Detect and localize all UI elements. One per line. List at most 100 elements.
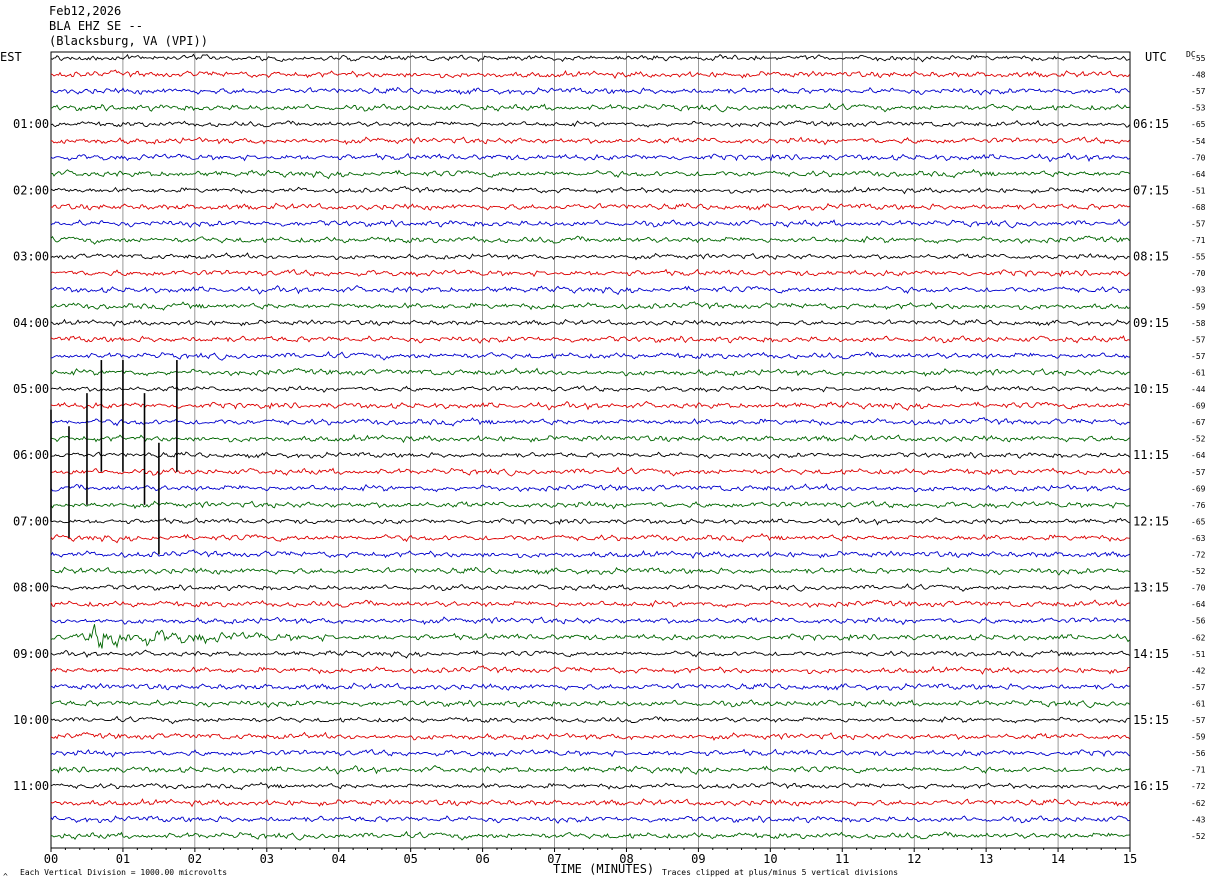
dc-value: -57 bbox=[1191, 335, 1206, 344]
x-tick-label: 14 bbox=[1051, 852, 1065, 866]
dc-value: -67 bbox=[1191, 418, 1206, 427]
dc-value: -57 bbox=[1191, 220, 1206, 229]
trace-row-32 bbox=[50, 566, 1130, 576]
trace-row-6 bbox=[50, 136, 1130, 146]
trace-row-39 bbox=[50, 682, 1130, 691]
x-tick-label: 05 bbox=[403, 852, 417, 866]
hour-label-right: 11:15 bbox=[1133, 448, 1169, 462]
x-tick-label: 03 bbox=[260, 852, 274, 866]
hour-label-left: 05:00 bbox=[13, 382, 49, 396]
footer-corner-mark: ^ bbox=[3, 872, 8, 881]
header-location: (Blacksburg, VA (VPI)) bbox=[49, 34, 208, 48]
trace-row-23 bbox=[50, 416, 1130, 427]
trace-row-43 bbox=[50, 748, 1130, 758]
dc-label: DC bbox=[1186, 50, 1196, 59]
hour-label-right: 10:15 bbox=[1133, 382, 1169, 396]
hour-label-right: 14:15 bbox=[1133, 647, 1169, 661]
trace-row-17 bbox=[50, 318, 1130, 327]
dc-value: -57 bbox=[1191, 468, 1206, 477]
dc-value: -69 bbox=[1191, 484, 1206, 493]
trace-row-2 bbox=[50, 69, 1130, 80]
hour-label-left: 10:00 bbox=[13, 713, 49, 727]
dc-value: -51 bbox=[1191, 186, 1206, 195]
trace-row-9 bbox=[50, 185, 1130, 195]
trace-row-12 bbox=[50, 235, 1130, 245]
dc-value: -48 bbox=[1191, 71, 1206, 80]
trace-row-8 bbox=[50, 168, 1130, 180]
trace-row-4 bbox=[50, 102, 1130, 113]
dc-value: -62 bbox=[1191, 799, 1206, 808]
trace-row-33 bbox=[50, 583, 1130, 592]
hour-label-right: 12:15 bbox=[1133, 514, 1169, 528]
x-tick-label: 11 bbox=[835, 852, 849, 866]
dc-value: -69 bbox=[1191, 402, 1206, 411]
trace-row-31 bbox=[50, 549, 1130, 560]
dc-value: -58 bbox=[1191, 319, 1206, 328]
trace-row-30 bbox=[50, 533, 1130, 544]
hour-label-left: 11:00 bbox=[13, 779, 49, 793]
hour-label-left: 06:00 bbox=[13, 448, 49, 462]
dc-value: -59 bbox=[1191, 302, 1206, 311]
hour-label-right: 13:15 bbox=[1133, 581, 1169, 595]
dc-value: -52 bbox=[1191, 567, 1206, 576]
dc-value: -72 bbox=[1191, 551, 1206, 560]
trace-row-44 bbox=[50, 765, 1130, 776]
footer-axis-title: TIME (MINUTES) bbox=[553, 862, 654, 876]
left-zone-label: EST bbox=[0, 50, 22, 64]
dc-value: -43 bbox=[1191, 815, 1206, 824]
hour-label-right: 08:15 bbox=[1133, 250, 1169, 264]
x-tick-label: 15 bbox=[1123, 852, 1137, 866]
seismic-traces bbox=[50, 53, 1130, 841]
hour-label-right: 16:15 bbox=[1133, 779, 1169, 793]
dc-value: -61 bbox=[1191, 699, 1206, 708]
hour-label-left: 02:00 bbox=[13, 183, 49, 197]
hour-label-right: 09:15 bbox=[1133, 316, 1169, 330]
trace-row-10 bbox=[50, 202, 1130, 211]
right-zone-label: UTC bbox=[1145, 50, 1167, 64]
x-tick-label: 02 bbox=[188, 852, 202, 866]
dc-value: -57 bbox=[1191, 87, 1206, 96]
dc-value: -70 bbox=[1191, 153, 1206, 162]
hour-label-left: 03:00 bbox=[13, 250, 49, 264]
trace-row-40 bbox=[50, 699, 1130, 709]
dc-value: -64 bbox=[1191, 600, 1206, 609]
trace-row-46 bbox=[50, 798, 1130, 808]
hour-label-left: 07:00 bbox=[13, 514, 49, 528]
trace-row-48 bbox=[50, 830, 1130, 841]
header-date: Feb12,2026 bbox=[49, 4, 122, 18]
trace-row-34 bbox=[50, 599, 1130, 609]
dc-value: -57 bbox=[1191, 352, 1206, 361]
dc-value: -42 bbox=[1191, 666, 1206, 675]
trace-row-21 bbox=[50, 385, 1130, 393]
trace-row-1 bbox=[50, 53, 1130, 63]
x-tick-label: 09 bbox=[691, 852, 705, 866]
trace-row-3 bbox=[50, 87, 1130, 96]
trace-row-36 bbox=[50, 624, 1130, 649]
trace-row-37 bbox=[50, 649, 1130, 659]
dc-value: -56 bbox=[1191, 749, 1206, 758]
dc-value: -57 bbox=[1191, 716, 1206, 725]
trace-row-35 bbox=[50, 616, 1130, 626]
plot-frame bbox=[50, 51, 1131, 849]
trace-row-42 bbox=[50, 731, 1130, 741]
hour-label-right: 06:15 bbox=[1133, 117, 1169, 131]
trace-row-19 bbox=[50, 351, 1130, 361]
hour-label-left: 04:00 bbox=[13, 316, 49, 330]
dc-value: -63 bbox=[1191, 534, 1206, 543]
dc-value: -72 bbox=[1191, 782, 1206, 791]
trace-row-27 bbox=[50, 483, 1130, 493]
dc-value: -64 bbox=[1191, 451, 1206, 460]
dc-value: -55 bbox=[1191, 54, 1206, 63]
x-tick-label: 12 bbox=[907, 852, 921, 866]
trace-row-5 bbox=[50, 119, 1130, 128]
footer-clip-note: Traces clipped at plus/minus 5 vertical … bbox=[662, 868, 898, 877]
header-station: BLA EHZ SE -- bbox=[49, 19, 143, 33]
hour-label-right: 07:15 bbox=[1133, 183, 1169, 197]
trace-row-7 bbox=[50, 152, 1130, 163]
trace-row-25 bbox=[50, 451, 1130, 460]
trace-row-38 bbox=[50, 665, 1130, 675]
x-tick-label: 00 bbox=[44, 852, 58, 866]
trace-row-26 bbox=[50, 466, 1130, 477]
hour-label-left: 08:00 bbox=[13, 581, 49, 595]
